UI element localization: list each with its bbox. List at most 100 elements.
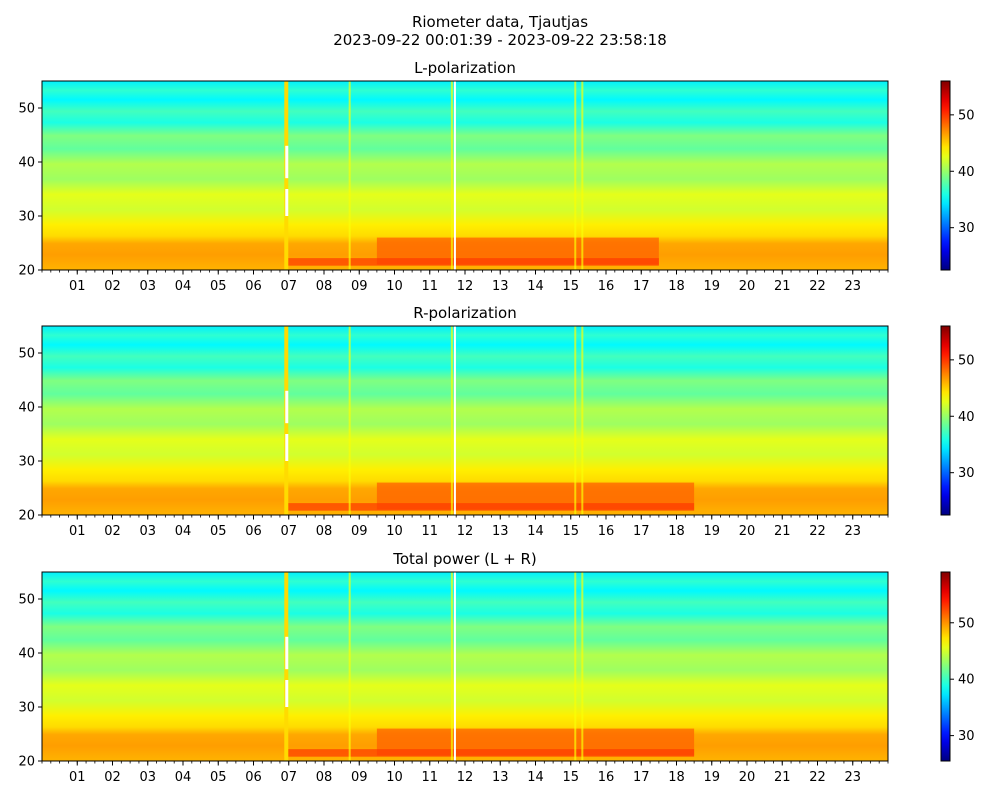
gap-column — [454, 326, 456, 515]
x-tick-label: 18 — [668, 524, 685, 539]
x-tick-label: 08 — [316, 279, 333, 294]
interference-spike — [349, 572, 351, 761]
x-tick-label: 17 — [633, 524, 650, 539]
x-tick-label: 01 — [69, 524, 86, 539]
interference-spike — [574, 81, 576, 270]
x-tick-label: 09 — [351, 524, 368, 539]
panel-1: L-polarization 20 30 40 50 01 02 03 04 05 06 07 08 09… — [18, 59, 974, 294]
gap-segment — [285, 146, 288, 178]
x-tick-label: 07 — [280, 279, 297, 294]
colorbar-tick-label: 50 — [958, 108, 975, 123]
interference-spike — [581, 572, 583, 761]
figure-title-line-1: Riometer data, Tjautjas — [412, 13, 588, 31]
colorbar-tick-label: 30 — [958, 466, 975, 481]
low-frequency-line — [287, 749, 694, 757]
x-tick-label: 10 — [386, 279, 403, 294]
colorbar-tick-label: 50 — [958, 353, 975, 368]
colorbar-tick-label: 40 — [958, 410, 975, 425]
x-tick-label: 18 — [668, 279, 685, 294]
y-tick-label: 20 — [18, 755, 35, 770]
gap-column — [454, 81, 456, 270]
low-frequency-line — [287, 503, 694, 511]
gap-segment — [285, 434, 288, 461]
interference-spike — [349, 326, 351, 515]
x-tick-label: 07 — [280, 770, 297, 785]
x-tick-label: 09 — [351, 770, 368, 785]
x-tick-label: 17 — [633, 770, 650, 785]
x-tick-label: 11 — [421, 279, 438, 294]
x-tick-label: 14 — [527, 770, 544, 785]
x-tick-label: 02 — [104, 279, 121, 294]
x-tick-label: 23 — [844, 524, 861, 539]
panels: L-polarization 20 30 40 50 01 02 03 04 05 06 07 08 09… — [18, 59, 974, 785]
y-tick-label: 40 — [18, 401, 35, 416]
x-tick-label: 16 — [598, 770, 615, 785]
x-tick-label: 14 — [527, 524, 544, 539]
colorbar-tick-label: 40 — [958, 165, 975, 180]
x-tick-label: 02 — [104, 770, 121, 785]
panel-title: R-polarization — [413, 304, 516, 322]
y-tick-label: 50 — [18, 593, 35, 608]
y-tick-label: 40 — [18, 156, 35, 171]
y-tick-label: 50 — [18, 347, 35, 362]
x-tick-label: 05 — [210, 279, 227, 294]
x-tick-label: 04 — [175, 770, 192, 785]
x-tick-label: 20 — [739, 770, 756, 785]
x-tick-label: 06 — [245, 524, 262, 539]
x-tick-label: 07 — [280, 524, 297, 539]
x-tick-label: 01 — [69, 279, 86, 294]
x-tick-label: 19 — [703, 524, 720, 539]
x-tick-label: 21 — [774, 279, 791, 294]
panel-3: Total power (L + R) 20 30 40 50 01 02 03 04 05 06 0… — [18, 550, 974, 785]
x-tick-label: 16 — [598, 524, 615, 539]
interference-spike — [349, 81, 351, 270]
colorbar — [941, 81, 950, 270]
x-tick-label: 20 — [739, 524, 756, 539]
x-tick-label: 21 — [774, 770, 791, 785]
x-tick-label: 13 — [492, 524, 509, 539]
x-tick-label: 22 — [809, 770, 826, 785]
x-tick-label: 19 — [703, 279, 720, 294]
x-tick-label: 23 — [844, 770, 861, 785]
x-tick-label: 02 — [104, 524, 121, 539]
y-tick-label: 40 — [18, 647, 35, 662]
x-tick-label: 15 — [562, 770, 579, 785]
x-tick-label: 13 — [492, 770, 509, 785]
figure-title-line-2: 2023-09-22 00:01:39 - 2023-09-22 23:58:1… — [333, 31, 667, 49]
x-tick-label: 13 — [492, 279, 509, 294]
x-tick-label: 04 — [175, 524, 192, 539]
colorbar-tick-label: 30 — [958, 729, 975, 744]
x-tick-label: 15 — [562, 279, 579, 294]
x-tick-label: 14 — [527, 279, 544, 294]
x-tick-label: 15 — [562, 524, 579, 539]
interference-spike — [574, 326, 576, 515]
x-tick-label: 08 — [316, 524, 333, 539]
x-tick-label: 12 — [457, 770, 474, 785]
x-tick-label: 21 — [774, 524, 791, 539]
interference-spike — [581, 326, 583, 515]
interference-spike — [451, 326, 453, 515]
x-tick-label: 20 — [739, 279, 756, 294]
gap-segment — [285, 680, 288, 707]
panel-2: R-polarization 20 30 40 50 01 02 03 04 05 06 07 08 09… — [18, 304, 974, 539]
interference-spike — [581, 81, 583, 270]
x-tick-label: 18 — [668, 770, 685, 785]
gap-segment — [285, 391, 288, 423]
x-tick-label: 03 — [139, 524, 156, 539]
colorbar-tick-label: 30 — [958, 221, 975, 236]
colorbar — [941, 326, 950, 515]
colorbar-tick-label: 40 — [958, 673, 975, 688]
x-tick-label: 10 — [386, 524, 403, 539]
x-tick-label: 22 — [809, 524, 826, 539]
x-tick-label: 22 — [809, 279, 826, 294]
interference-spike — [451, 572, 453, 761]
x-tick-label: 05 — [210, 770, 227, 785]
panel-title: Total power (L + R) — [392, 550, 537, 568]
x-tick-label: 03 — [139, 279, 156, 294]
x-tick-label: 06 — [245, 770, 262, 785]
y-tick-label: 30 — [18, 455, 35, 470]
colorbar-tick-label: 50 — [958, 616, 975, 631]
x-tick-label: 11 — [421, 524, 438, 539]
gap-segment — [285, 189, 288, 216]
